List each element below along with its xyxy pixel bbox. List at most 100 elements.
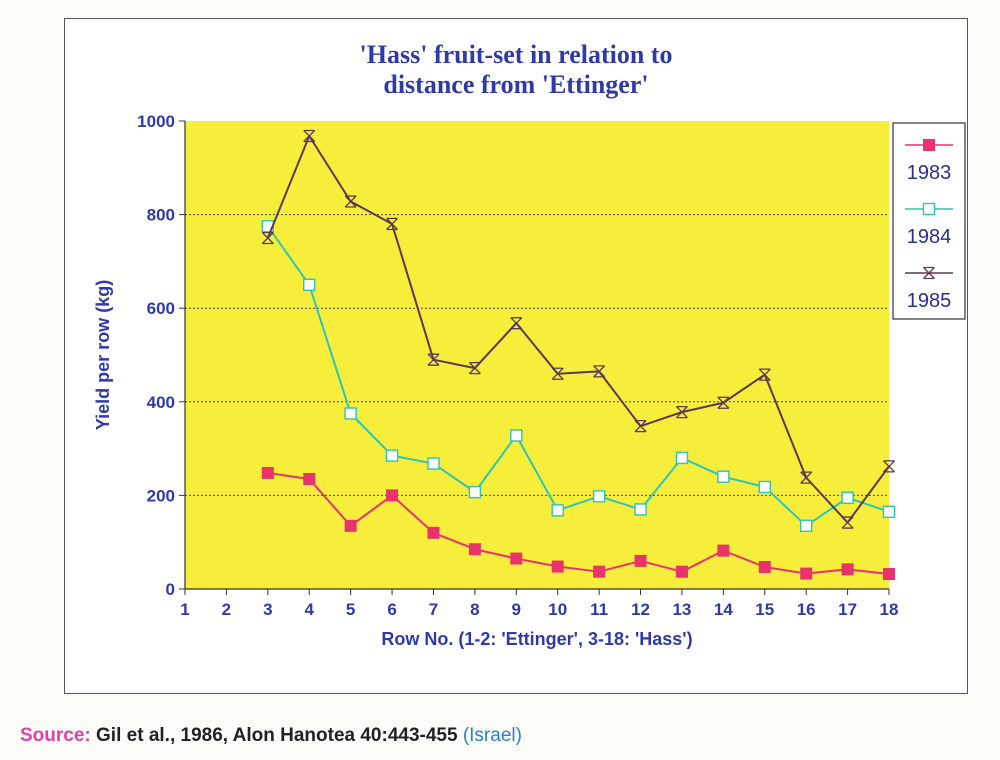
data-point-1983 — [593, 565, 606, 578]
data-point-1984 — [344, 407, 357, 420]
x-tick-label: 1 — [180, 600, 189, 619]
y-tick-label: 200 — [147, 486, 175, 505]
data-point-1985 — [593, 365, 606, 378]
legend-marker — [922, 202, 936, 216]
data-point-1983 — [800, 567, 813, 580]
legend-label: 1984 — [907, 226, 952, 248]
x-tick-label: 12 — [631, 600, 650, 619]
data-point-1983 — [386, 489, 399, 502]
data-point-1984 — [510, 429, 523, 442]
series-layer — [261, 129, 896, 581]
data-point-1983 — [344, 519, 357, 532]
data-point-1983 — [841, 563, 854, 576]
data-point-1984 — [592, 490, 606, 503]
y-axis-label: Yield per row (kg) — [93, 280, 113, 430]
series-1985 — [261, 129, 895, 529]
data-point-1985 — [344, 195, 357, 208]
y-tick-label: 400 — [147, 393, 175, 412]
chart-title-line-2: distance from 'Ettinger' — [383, 70, 648, 99]
series-line-1983 — [267, 471, 890, 576]
data-point-1983 — [468, 543, 481, 556]
data-point-1984 — [385, 449, 399, 462]
x-tick-label: 17 — [838, 600, 857, 619]
data-point-1985 — [468, 361, 481, 375]
data-point-1984 — [717, 470, 730, 483]
data-point-1985 — [634, 419, 647, 433]
chart-title: 'Hass' fruit-set in relation todistance … — [360, 40, 673, 99]
y-tick-label: 0 — [166, 580, 175, 599]
grid-lines — [185, 214, 889, 496]
chart-title-line-1: 'Hass' fruit-set in relation to — [360, 40, 673, 69]
data-point-1983 — [634, 554, 647, 567]
x-tick-label: 9 — [512, 600, 521, 619]
data-point-1984 — [675, 451, 689, 465]
x-tick-label: 6 — [387, 600, 396, 619]
y-tick-label: 600 — [147, 299, 175, 318]
data-point-1985 — [758, 368, 771, 381]
data-point-1983 — [883, 568, 895, 581]
x-tick-label: 16 — [797, 600, 816, 619]
x-tick-label: 13 — [672, 600, 691, 619]
x-tick-label: 11 — [590, 600, 608, 619]
data-point-1984 — [841, 491, 854, 504]
x-tick-label: 14 — [714, 600, 733, 619]
y-tick-label: 800 — [147, 206, 175, 225]
series-line-1984 — [267, 225, 890, 527]
data-point-1985 — [841, 516, 854, 529]
legend-box — [892, 122, 966, 320]
data-point-1983 — [261, 466, 274, 479]
plot-area — [185, 121, 889, 589]
legend-entry-1985: 1985 — [905, 266, 953, 312]
legend: 1983 1984 1985 — [892, 122, 966, 320]
x-tick-label: 15 — [755, 600, 774, 619]
series-1983 — [261, 466, 895, 581]
data-point-1984 — [799, 519, 813, 533]
series-1984 — [261, 220, 896, 533]
x-tick-label: 4 — [305, 600, 315, 619]
x-tick-label: 3 — [263, 600, 272, 619]
source-citation: Gil et al., 1986, Alon Hanotea 40:443-45… — [96, 725, 458, 746]
legend-marker — [923, 139, 935, 151]
data-point-1984 — [551, 504, 564, 517]
legend-entry-1984: 1984 — [905, 202, 953, 248]
x-axis-label: Row No. (1-2: 'Ettinger', 3-18: 'Hass') — [381, 629, 692, 649]
data-point-1983 — [551, 560, 564, 573]
data-point-1985 — [800, 471, 813, 484]
series-line-1985 — [266, 134, 890, 524]
source-caption: Source: Gil et al., 1986, Alon Hanotea 4… — [20, 725, 522, 747]
legend-marker — [923, 266, 935, 280]
data-point-1985 — [883, 460, 895, 473]
data-point-1985 — [261, 231, 274, 245]
x-tick-label: 2 — [222, 600, 231, 619]
legend-label: 1983 — [907, 162, 952, 184]
data-point-1985 — [717, 396, 730, 409]
data-point-1983 — [427, 526, 440, 539]
data-point-1984 — [468, 485, 482, 499]
line-chart: 'Hass' fruit-set in relation todistance … — [93, 40, 966, 649]
data-point-1984 — [427, 457, 440, 470]
data-point-1984 — [882, 505, 896, 518]
data-point-1985 — [427, 353, 440, 366]
data-point-1984 — [758, 480, 771, 494]
legend-label: 1985 — [907, 290, 952, 312]
data-point-1983 — [510, 552, 523, 565]
data-point-1985 — [675, 405, 688, 419]
data-point-1985 — [551, 367, 564, 380]
source-country: (Israel) — [462, 725, 522, 746]
data-point-1983 — [675, 565, 688, 578]
x-tick-label: 7 — [429, 600, 438, 619]
data-point-1983 — [717, 544, 730, 557]
source-label: Source: — [20, 725, 91, 746]
legend-entry-1983: 1983 — [905, 139, 953, 184]
x-tick-label: 18 — [880, 600, 899, 619]
data-point-1985 — [386, 217, 399, 231]
x-tick-label: 5 — [346, 600, 355, 619]
data-point-1983 — [758, 561, 771, 574]
x-tick-label: 10 — [548, 600, 567, 619]
chart-frame: 'Hass' fruit-set in relation to distance … — [64, 18, 968, 694]
data-point-1984 — [303, 278, 316, 291]
y-tick-label: 1000 — [137, 112, 175, 131]
data-point-1983 — [303, 473, 316, 486]
data-point-1985 — [303, 129, 316, 143]
